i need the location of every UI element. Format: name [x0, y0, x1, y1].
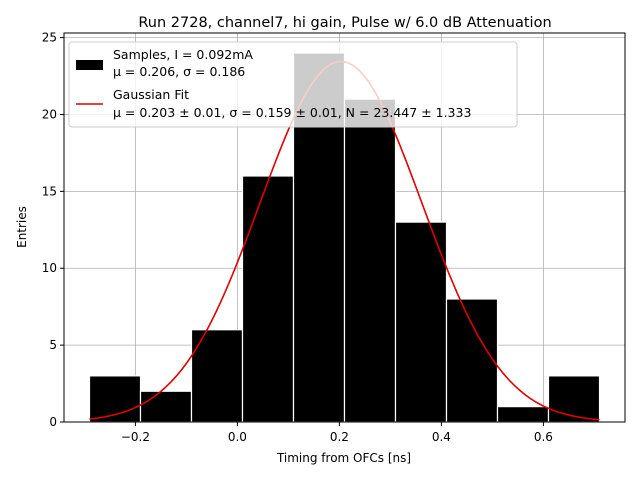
legend-box [68, 41, 518, 128]
y-axis-label: Entries [15, 206, 29, 248]
x-tick-label-0: −0.2 [121, 430, 150, 444]
histogram-bar-3 [241, 175, 295, 423]
x-tick-label-1: 0.0 [228, 430, 247, 444]
histogram-bar-1 [139, 390, 193, 423]
legend-fit-line2: μ = 0.203 ± 0.01, σ = 0.159 ± 0.01, N = … [113, 105, 471, 120]
y-axis-ticks: 0 5 10 15 20 25 [42, 31, 64, 429]
legend-samples-line1: Samples, I = 0.092mA [113, 47, 253, 62]
chart-title: Run 2728, channel7, hi gain, Pulse w/ 6.… [138, 15, 551, 31]
histogram-bar-9 [547, 375, 601, 423]
x-axis-label: Timing from OFCs [ns] [276, 451, 411, 465]
x-axis-ticks: −0.2 0.0 0.2 0.4 0.6 [121, 422, 553, 444]
y-tick-label-5: 25 [42, 31, 57, 45]
y-tick-label-1: 5 [49, 338, 57, 352]
y-tick-label-0: 0 [49, 415, 57, 429]
histogram-bar-6 [394, 221, 448, 423]
legend-fit-line1: Gaussian Fit [113, 87, 189, 102]
plot-frame [63, 32, 626, 423]
histogram-bar-7 [445, 298, 499, 423]
legend-samples-line2: μ = 0.206, σ = 0.186 [113, 64, 245, 79]
y-tick-label-4: 20 [42, 107, 57, 121]
y-tick-label-3: 15 [42, 184, 57, 198]
histogram-bar-5 [343, 98, 397, 423]
y-tick-label-2: 10 [42, 261, 57, 275]
histogram-bar-8 [496, 406, 550, 423]
x-tick-label-2: 0.2 [330, 430, 349, 444]
legend: Samples, I = 0.092mA μ = 0.206, σ = 0.18… [68, 41, 518, 128]
legend-samples-swatch [76, 60, 103, 70]
x-tick-label-3: 0.4 [432, 430, 451, 444]
x-tick-label-4: 0.6 [534, 430, 553, 444]
